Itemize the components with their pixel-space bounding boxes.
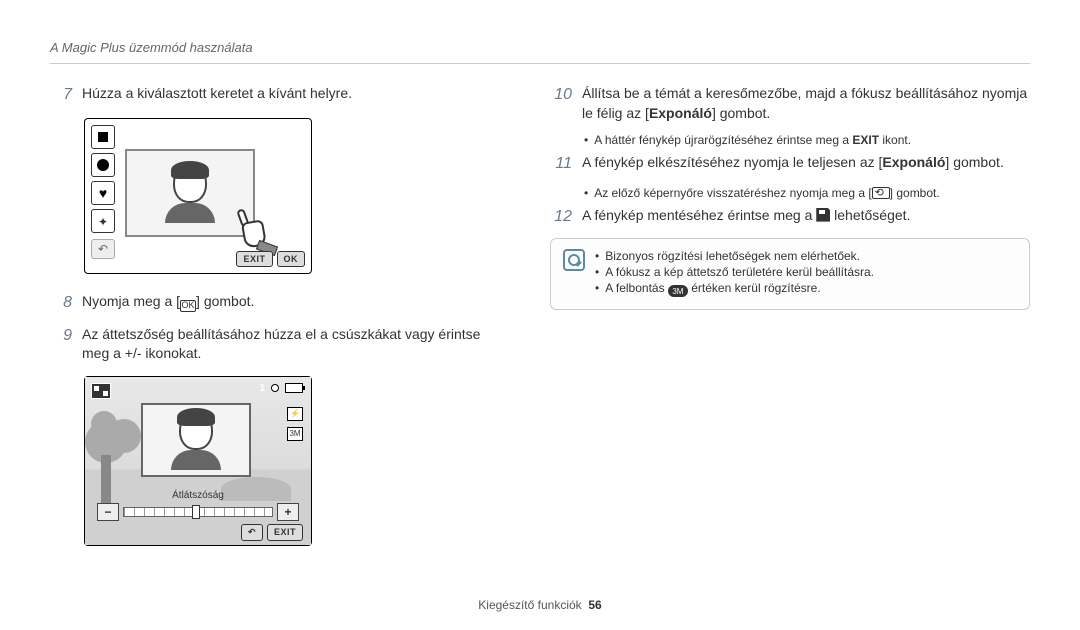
portrait-illustration xyxy=(165,163,215,223)
text: Bizonyos rögzítési lehetőségek nem elérh… xyxy=(605,249,860,263)
side-icons: ⚡ 3M xyxy=(287,407,303,441)
right-column: 10 Állítsa be a témát a keresőmezőbe, ma… xyxy=(550,84,1030,564)
page-footer: Kiegészítő funkciók 56 xyxy=(0,598,1080,612)
step-text: A fénykép mentéséhez érintse meg a lehet… xyxy=(582,206,1030,228)
note-icon xyxy=(563,249,585,271)
pip-mode-icon[interactable] xyxy=(91,383,111,399)
step-number: 9 xyxy=(50,325,72,364)
step-text: Az áttetszőség beállításához húzza el a … xyxy=(82,325,510,364)
bottom-buttons: EXIT OK xyxy=(236,251,305,267)
inset-portrait[interactable] xyxy=(141,403,251,477)
shape-sparkle-button[interactable] xyxy=(91,209,115,233)
note-box: Bizonyos rögzítési lehetőségek nem elérh… xyxy=(550,238,1030,310)
exit-button[interactable]: EXIT xyxy=(236,251,272,267)
step-12: 12 A fénykép mentéséhez érintse meg a le… xyxy=(550,206,1030,228)
note-item: Bizonyos rögzítési lehetőségek nem elérh… xyxy=(595,249,874,263)
page-header: A Magic Plus üzemmód használata xyxy=(50,40,1030,55)
portrait-illustration xyxy=(171,410,221,470)
step-11: 11 A fénykép elkészítéséhez nyomja le te… xyxy=(550,153,1030,175)
slider-label: Átlátszóság xyxy=(97,490,299,501)
left-column: 7 Húzza a kiválasztott keretet a kívánt … xyxy=(50,84,510,564)
text: A fókusz a kép áttetsző területére kerül… xyxy=(605,265,874,279)
step-text: A fénykép elkészítéséhez nyomja le telje… xyxy=(582,153,1030,175)
step-number: 11 xyxy=(550,153,572,175)
text: ] gombot. xyxy=(196,293,254,309)
step-text: Húzza a kiválasztott keretet a kívánt he… xyxy=(82,84,510,106)
step-number: 7 xyxy=(50,84,72,106)
bottom-buttons: ↶ EXIT xyxy=(241,524,303,541)
exit-button[interactable]: EXIT xyxy=(267,524,303,541)
plus-button[interactable]: + xyxy=(277,503,299,521)
flash-icon[interactable]: ⚡ xyxy=(287,407,303,421)
step-8: 8 Nyomja meg a [OK] gombot. xyxy=(50,292,510,314)
header-rule xyxy=(50,63,1030,64)
screenshot-drag-frame: ♥ ↶ EXIT OK xyxy=(84,118,312,274)
note-list: Bizonyos rögzítési lehetőségek nem elérh… xyxy=(595,249,874,299)
text: ] gombot. xyxy=(712,105,770,121)
shape-circle-button[interactable] xyxy=(91,153,115,177)
step-10-bullet: A háttér fénykép újrarögzítéséhez érints… xyxy=(584,133,1030,147)
text: A háttér fénykép újrarögzítéséhez érints… xyxy=(594,133,852,147)
bold-text: Exponáló xyxy=(882,154,945,170)
drag-hand-icon xyxy=(237,211,281,255)
note-item: A fókusz a kép áttetsző területére kerül… xyxy=(595,265,874,279)
step-number: 10 xyxy=(550,84,572,123)
opacity-slider-block: Átlátszóság − + xyxy=(97,490,299,521)
text: ] gombot. xyxy=(890,186,940,200)
ok-button[interactable]: OK xyxy=(277,251,306,267)
bullet-text: A háttér fénykép újrarögzítéséhez érints… xyxy=(594,133,911,147)
slider-row: − + xyxy=(97,503,299,521)
step-text: Nyomja meg a [OK] gombot. xyxy=(82,292,510,314)
content-columns: 7 Húzza a kiválasztott keretet a kívánt … xyxy=(50,84,1030,564)
shape-sidebar: ♥ ↶ xyxy=(91,125,115,259)
back-inline-icon xyxy=(872,187,890,199)
photo-frame[interactable] xyxy=(125,149,255,237)
battery-icon xyxy=(285,383,303,393)
bullet-text: Az előző képernyőre visszatéréshez nyomj… xyxy=(594,186,940,200)
step-7: 7 Húzza a kiválasztott keretet a kívánt … xyxy=(50,84,510,106)
record-icon xyxy=(271,384,279,392)
save-inline-icon xyxy=(816,208,830,222)
shape-square-button[interactable] xyxy=(91,125,115,149)
step-number: 12 xyxy=(550,206,572,228)
back-button[interactable]: ↶ xyxy=(241,524,263,541)
text: értéken kerül rögzítésre. xyxy=(688,281,821,295)
step-9: 9 Az áttetszőség beállításához húzza el … xyxy=(50,325,510,364)
resolution-inline-icon: 3M xyxy=(668,285,688,297)
step-number: 8 xyxy=(50,292,72,314)
shot-count: 1 xyxy=(259,383,265,394)
text: A felbontás 3M értéken kerül rögzítésre. xyxy=(605,281,820,297)
text: A fénykép mentéséhez érintse meg a xyxy=(582,207,816,223)
bold-text: Exponáló xyxy=(649,105,712,121)
minus-button[interactable]: − xyxy=(97,503,119,521)
screenshot-opacity: 1 ⚡ 3M Átlátszóság − xyxy=(84,376,312,546)
text: ikont. xyxy=(879,133,911,147)
note-item: A felbontás 3M értéken kerül rögzítésre. xyxy=(595,281,874,297)
footer-label: Kiegészítő funkciók xyxy=(478,598,581,612)
text: lehetőséget. xyxy=(830,207,910,223)
text: A felbontás xyxy=(605,281,668,295)
text: ] gombot. xyxy=(945,154,1003,170)
text: Az előző képernyőre visszatéréshez nyomj… xyxy=(594,186,871,200)
step-10: 10 Állítsa be a témát a keresőmezőbe, ma… xyxy=(550,84,1030,123)
slider-thumb[interactable] xyxy=(192,505,200,519)
status-bar: 1 xyxy=(259,383,303,394)
resolution-icon[interactable]: 3M xyxy=(287,427,303,441)
bold-text: EXIT xyxy=(852,133,879,147)
shape-heart-button[interactable]: ♥ xyxy=(91,181,115,205)
page-number: 56 xyxy=(588,598,601,612)
slider-track[interactable] xyxy=(123,507,273,517)
step-11-bullet: Az előző képernyőre visszatéréshez nyomj… xyxy=(584,186,1030,200)
text: Nyomja meg a [ xyxy=(82,293,180,309)
text: A fénykép elkészítéséhez nyomja le telje… xyxy=(582,154,882,170)
ok-inline-icon: OK xyxy=(180,300,196,312)
undo-button[interactable]: ↶ xyxy=(91,239,115,259)
step-text: Állítsa be a témát a keresőmezőbe, majd … xyxy=(582,84,1030,123)
